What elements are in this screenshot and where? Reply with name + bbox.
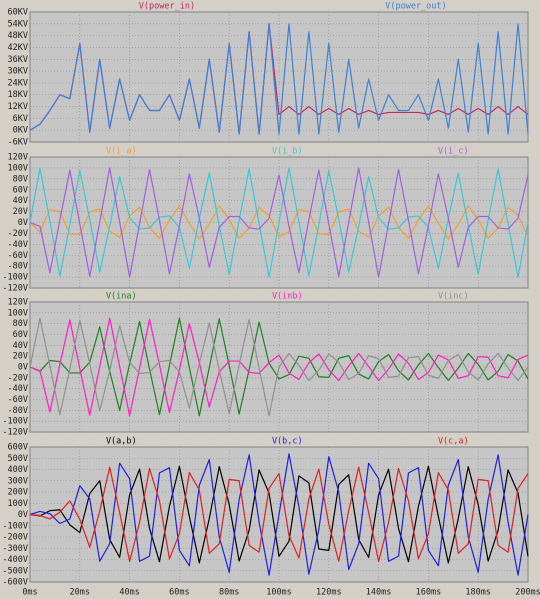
y-tick-label: 6KV bbox=[13, 114, 28, 124]
series-line bbox=[29, 317, 529, 417]
y-tick-label: 36KV bbox=[8, 55, 28, 65]
legend-label: V(i_a) bbox=[106, 147, 137, 157]
series-line bbox=[29, 317, 529, 417]
x-tick-label: 20ms bbox=[70, 588, 90, 598]
y-tick-label: -100V bbox=[2, 521, 28, 531]
x-tick-label: 40ms bbox=[119, 588, 139, 598]
legend-label: V(b,c) bbox=[272, 437, 303, 447]
series-line bbox=[29, 465, 529, 564]
y-tick-label: 24KV bbox=[8, 78, 28, 88]
x-tick-label: 80ms bbox=[219, 588, 239, 598]
y-tick-label: 40V bbox=[13, 341, 28, 351]
y-tick-label: 100V bbox=[8, 308, 28, 318]
y-tick-label: 400V bbox=[8, 465, 28, 475]
y-tick-label: 0V bbox=[18, 510, 28, 520]
y-tick-label: -80V bbox=[8, 262, 28, 272]
legend-label: V(i_c) bbox=[438, 147, 469, 157]
plot-area bbox=[29, 11, 529, 143]
series-line bbox=[29, 466, 529, 563]
y-tick-label: -500V bbox=[2, 566, 28, 576]
y-tick-label: -60V bbox=[8, 395, 28, 405]
legend-label: V(c,a) bbox=[438, 437, 469, 447]
y-tick-label: 20V bbox=[13, 352, 28, 362]
y-tick-label: 0KV bbox=[13, 126, 28, 136]
legend-label: V(ina) bbox=[106, 292, 137, 302]
y-tick-label: 30KV bbox=[8, 67, 28, 77]
y-tick-label: 600V bbox=[8, 443, 28, 453]
y-tick-label: 0V bbox=[18, 363, 28, 373]
y-tick-label: 500V bbox=[8, 454, 28, 464]
y-tick-label: 0V bbox=[18, 218, 28, 228]
y-tick-label: 12KV bbox=[8, 102, 28, 112]
y-tick-label: 80V bbox=[13, 174, 28, 184]
x-tick-label: 200ms bbox=[515, 588, 540, 598]
y-tick-label: 120V bbox=[8, 298, 28, 308]
x-tick-label: 140ms bbox=[366, 588, 392, 598]
series-line bbox=[29, 167, 529, 278]
y-tick-label: -80V bbox=[8, 406, 28, 416]
legend-label: V(i_b) bbox=[272, 147, 303, 157]
x-tick-label: 60ms bbox=[169, 588, 189, 598]
y-tick-label: 18KV bbox=[8, 90, 28, 100]
y-tick-label: 60KV bbox=[8, 8, 28, 18]
series-line bbox=[29, 317, 529, 417]
y-tick-label: -100V bbox=[2, 417, 28, 427]
y-tick-label: 120V bbox=[8, 153, 28, 163]
y-tick-label: -6KV bbox=[8, 138, 28, 148]
legend-label: V(power_out) bbox=[385, 2, 446, 12]
y-tick-label: 54KV bbox=[8, 19, 28, 29]
y-tick-label: -40V bbox=[8, 384, 28, 394]
x-tick-label: 160ms bbox=[416, 588, 442, 598]
y-tick-label: -400V bbox=[2, 555, 28, 565]
series-line bbox=[29, 167, 529, 278]
y-tick-label: -120V bbox=[2, 284, 28, 294]
y-tick-label: -20V bbox=[8, 373, 28, 383]
y-tick-label: 42KV bbox=[8, 43, 28, 53]
x-tick-label: 120ms bbox=[316, 588, 342, 598]
x-tick-label: 100ms bbox=[266, 588, 292, 598]
y-tick-label: 48KV bbox=[8, 31, 28, 41]
y-tick-label: 20V bbox=[13, 207, 28, 217]
y-tick-label: 60V bbox=[13, 330, 28, 340]
y-tick-label: -200V bbox=[2, 533, 28, 543]
y-tick-label: -20V bbox=[8, 229, 28, 239]
y-tick-label: 100V bbox=[8, 163, 28, 173]
legend-label: V(inc) bbox=[438, 292, 469, 302]
y-tick-label: 200V bbox=[8, 488, 28, 498]
y-tick-label: -100V bbox=[2, 273, 28, 283]
y-tick-label: -60V bbox=[8, 251, 28, 261]
x-tick-label: 180ms bbox=[465, 588, 491, 598]
series-line bbox=[29, 453, 529, 576]
x-tick-label: 0ms bbox=[22, 588, 37, 598]
y-tick-label: 60V bbox=[13, 185, 28, 195]
y-tick-label: 300V bbox=[8, 476, 28, 486]
y-tick-label: -600V bbox=[2, 578, 28, 588]
y-tick-label: -300V bbox=[2, 544, 28, 554]
series-line bbox=[29, 23, 529, 135]
legend-label: V(a,b) bbox=[106, 437, 137, 447]
y-tick-label: 80V bbox=[13, 319, 28, 329]
legend-label: V(inb) bbox=[272, 292, 303, 302]
y-tick-label: 40V bbox=[13, 196, 28, 206]
legend-label: V(power_in) bbox=[139, 2, 195, 12]
y-tick-label: -40V bbox=[8, 240, 28, 250]
y-tick-label: -120V bbox=[2, 428, 28, 438]
y-tick-label: 100V bbox=[8, 499, 28, 509]
